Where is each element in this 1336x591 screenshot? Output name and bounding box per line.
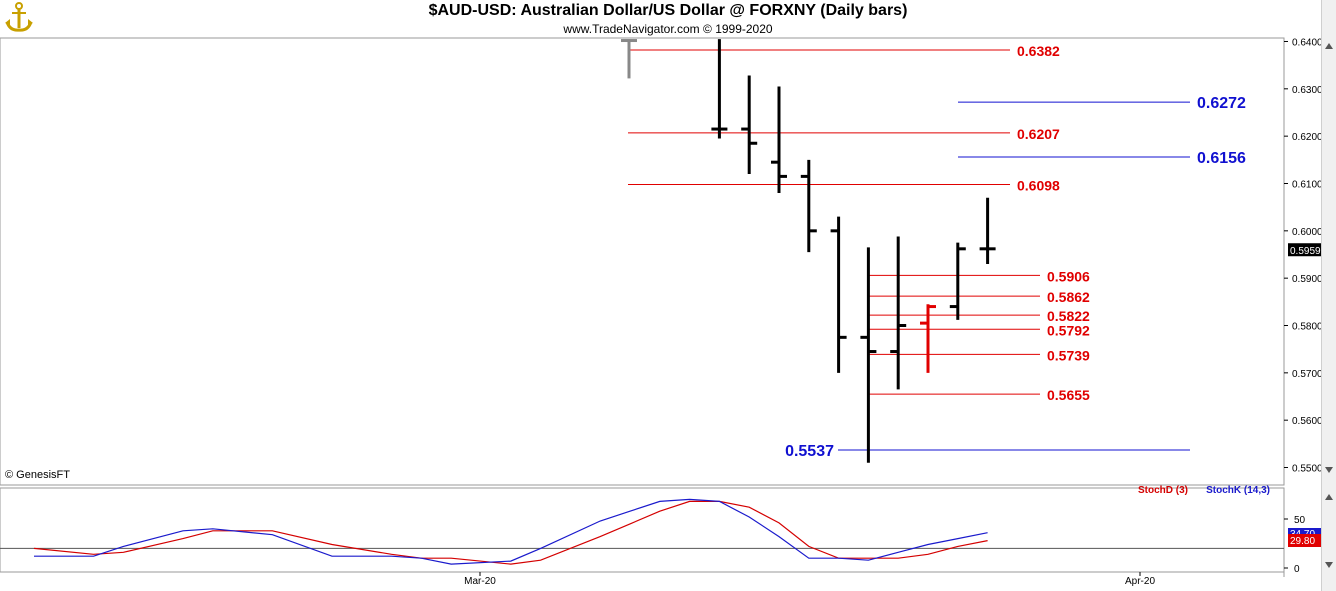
anchor-logo-icon — [5, 2, 33, 32]
price-tick-label: 0.6100 — [1292, 179, 1323, 190]
copyright-text: © GenesisFT — [5, 469, 70, 481]
last-price-label: 0.5959 — [1290, 246, 1321, 257]
ohlc-bar — [979, 197, 996, 264]
chart-subtitle: www.TradeNavigator.com © 1999-2020 — [563, 22, 773, 36]
level-label: 0.5862 — [1047, 289, 1090, 305]
price-tick-label: 0.5700 — [1292, 369, 1323, 380]
scroll-down-arrow-icon[interactable] — [1324, 465, 1334, 475]
ohlc-bar — [771, 86, 787, 193]
ohlc-bar — [830, 216, 847, 373]
stochk-legend: StochK (14,3) — [1206, 485, 1270, 496]
date-axis-label: Apr-20 — [1125, 576, 1155, 587]
chart-title: $AUD-USD: Australian Dollar/US Dollar @ … — [428, 2, 908, 19]
indicator-panel-frame — [0, 487, 1285, 573]
level-label: 0.5537 — [785, 443, 834, 460]
level-label: 0.6272 — [1197, 95, 1246, 112]
price-tick-label: 0.6200 — [1292, 132, 1323, 143]
level-label: 0.5739 — [1047, 347, 1090, 363]
last-price-marker — [1288, 243, 1322, 257]
stochd-value-marker — [1288, 534, 1322, 547]
price-tick-label: 0.5800 — [1292, 322, 1323, 333]
ohlc-bar — [800, 159, 817, 253]
indicator-scroll-down-arrow-icon[interactable] — [1324, 560, 1334, 570]
stochk-line — [34, 498, 988, 565]
level-label: 0.5822 — [1047, 308, 1090, 324]
date-axis-label: Mar-20 — [464, 576, 496, 587]
stoch-tick-label: 0 — [1294, 564, 1300, 575]
price-tick-label: 0.6400 — [1292, 37, 1323, 48]
stochd-value-label: 29.80 — [1290, 536, 1315, 547]
price-tick-label: 0.5500 — [1292, 464, 1323, 475]
level-label: 0.5655 — [1047, 387, 1090, 403]
stoch-tick-label: 50 — [1294, 515, 1306, 526]
price-tick-label: 0.6300 — [1292, 85, 1323, 96]
level-label: 0.6098 — [1017, 177, 1060, 193]
level-label: 0.5906 — [1047, 268, 1090, 284]
price-tick-label: 0.5900 — [1292, 274, 1323, 285]
scroll-up-arrow-icon[interactable] — [1324, 41, 1334, 51]
ohlc-bar — [741, 75, 758, 175]
price-tick-label: 0.6000 — [1292, 227, 1323, 238]
ohlc-bar — [890, 236, 907, 390]
stochd-legend: StochD (3) — [1138, 485, 1188, 496]
indicator-scroll-up-arrow-icon[interactable] — [1324, 492, 1334, 502]
level-label: 0.6207 — [1017, 126, 1060, 142]
stochk-value-marker — [1288, 528, 1322, 539]
price-panel-frame — [0, 37, 1285, 486]
vertical-scrollbar[interactable] — [1321, 0, 1336, 591]
ohlc-bar — [621, 39, 637, 79]
ohlc-bar — [711, 39, 728, 139]
ohlc-bar — [949, 242, 966, 320]
ohlc-bar — [920, 304, 936, 373]
ohlc-bar — [860, 247, 877, 463]
level-label: 0.6156 — [1197, 150, 1246, 167]
stochd-line — [33, 500, 988, 565]
level-label: 0.5792 — [1047, 322, 1090, 338]
level-label: 0.6382 — [1017, 43, 1060, 59]
price-tick-label: 0.5600 — [1292, 416, 1323, 427]
